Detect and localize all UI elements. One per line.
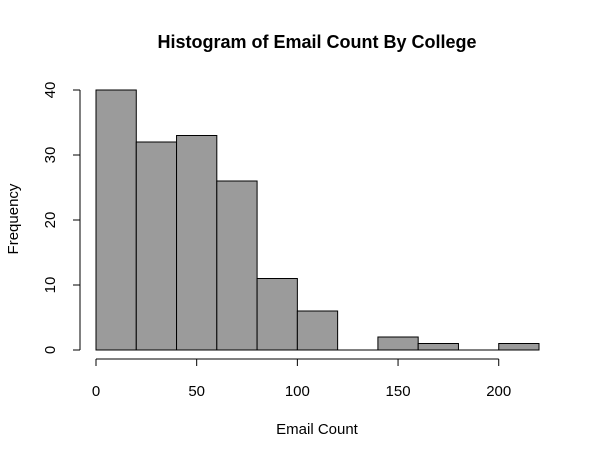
histogram-bar-0 — [95, 89, 137, 351]
histogram-bar-3 — [216, 180, 258, 351]
y-tick-label: 40 — [42, 82, 59, 99]
histogram-bar-10 — [498, 343, 540, 351]
chart-title: Histogram of Email Count By College — [157, 32, 476, 52]
bars-group — [95, 89, 540, 351]
y-tick-label: 10 — [42, 277, 59, 294]
y-axis-label: Frequency — [5, 183, 22, 254]
x-tick-label: 200 — [486, 383, 511, 400]
y-tick-label: 30 — [42, 147, 59, 164]
y-tick-label: 20 — [42, 212, 59, 229]
x-tick-label: 50 — [188, 383, 205, 400]
histogram-bar-8 — [417, 343, 459, 351]
x-axis-label: Email Count — [276, 421, 359, 438]
x-tick-label: 150 — [386, 383, 411, 400]
y-axis: 0 10 20 30 40 — [42, 82, 81, 354]
histogram-bar-1 — [135, 141, 178, 351]
histogram-bar-7 — [377, 336, 419, 351]
x-axis: 0 50 100 150 200 — [92, 358, 511, 400]
histogram-bar-2 — [176, 135, 218, 351]
x-tick-label: 0 — [92, 383, 100, 400]
histogram-bar-4 — [256, 278, 298, 351]
x-tick-label: 100 — [285, 383, 310, 400]
y-tick-label: 0 — [42, 346, 59, 354]
histogram-bar-5 — [296, 310, 339, 351]
